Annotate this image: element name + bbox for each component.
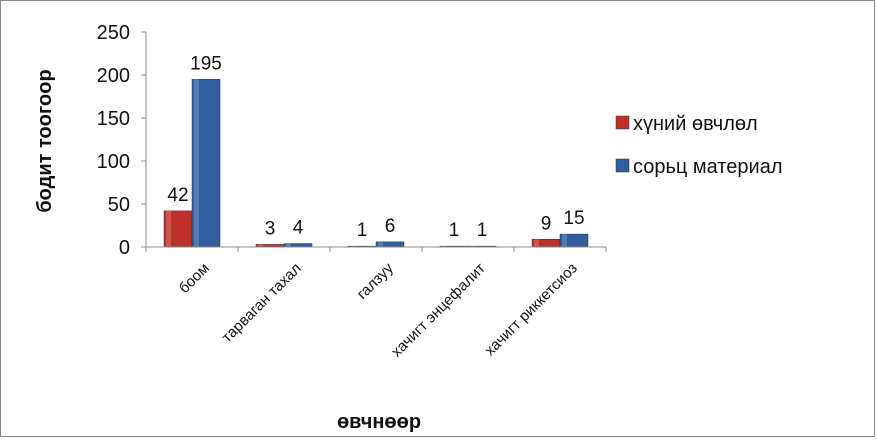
x-tick-label: боом — [176, 260, 213, 297]
x-tick-label: хачигт энцефалит — [388, 260, 489, 361]
bar-highlight — [534, 239, 539, 247]
legend-swatch — [615, 158, 630, 173]
data-label: 15 — [563, 208, 584, 229]
y-tick-label: 200 — [97, 65, 130, 87]
x-axis-title: өвчнөөр — [337, 411, 421, 433]
bar — [191, 79, 221, 248]
bar-highlight — [166, 210, 171, 247]
bar-highlight — [378, 241, 383, 247]
legend-label: хүний өвчлөл — [633, 113, 758, 135]
y-tick-label: 0 — [119, 237, 130, 259]
bar-highlight — [194, 79, 199, 247]
data-label: 42 — [167, 185, 188, 206]
bar-highlight — [258, 244, 263, 247]
x-tick-label: хачигт риккетсиоз — [481, 260, 580, 359]
data-label: 195 — [190, 53, 222, 74]
y-tick-label: 100 — [97, 151, 130, 173]
data-label: 1 — [477, 220, 488, 241]
x-tick-label: тарваган тахал — [219, 260, 305, 346]
y-axis: 0 50 100 150 200 250 — [97, 22, 147, 259]
x-tick-label: галзуу — [354, 259, 397, 302]
data-label: 9 — [541, 213, 552, 234]
data-label: 6 — [385, 216, 396, 237]
data-label: 3 — [265, 218, 276, 239]
bar-highlight — [286, 243, 291, 247]
y-tick-label: 50 — [108, 194, 130, 216]
bars — [163, 79, 589, 248]
legend-label: сорьц материал — [633, 156, 782, 178]
data-label: 1 — [449, 220, 460, 241]
bar-highlight — [562, 234, 567, 247]
y-axis-title: бодит тоогоор — [34, 69, 56, 212]
legend-swatch — [615, 115, 630, 130]
legend: хүний өвчлөл сорьц материал — [615, 113, 782, 178]
y-tick-label: 250 — [97, 22, 130, 44]
y-tick-label: 150 — [97, 108, 130, 130]
data-label: 4 — [293, 218, 304, 239]
data-label: 1 — [357, 220, 368, 241]
